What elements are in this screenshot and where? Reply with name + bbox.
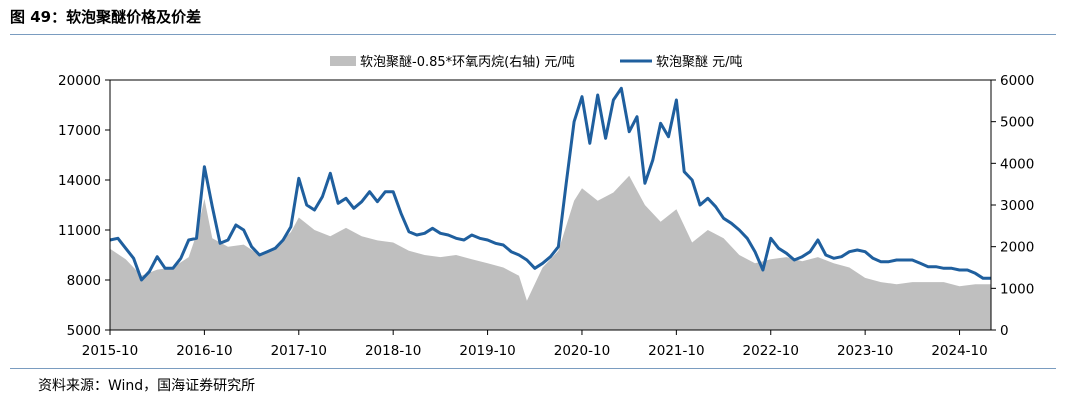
left-tick-label: 8000 xyxy=(67,273,101,289)
x-tick-label: 2023-10 xyxy=(837,343,893,359)
left-tick-label: 5000 xyxy=(67,323,101,339)
spread-area-layer xyxy=(110,175,991,330)
x-tick-label: 2018-10 xyxy=(365,343,421,359)
price-line-layer xyxy=(109,86,991,282)
right-tick-label: 4000 xyxy=(1000,156,1034,172)
x-tick-label: 2015-10 xyxy=(82,343,138,359)
x-tick-label: 2019-10 xyxy=(459,343,515,359)
figure-title: 图 49：软泡聚醚价格及价差 xyxy=(10,8,202,26)
right-tick-label: 6000 xyxy=(1000,73,1034,89)
right-axis: 0 1000 2000 3000 4000 5000 6000 xyxy=(991,73,1034,339)
x-axis: 2015-10 2016-10 2017-10 2018-10 2019-10 2020-… xyxy=(82,330,988,359)
left-axis: 5000 8000 11000 14000 17000 20000 xyxy=(58,73,110,339)
x-tick-label: 2020-10 xyxy=(554,343,610,359)
title-rule xyxy=(10,34,1056,35)
price-chart: 5000 8000 11000 14000 17000 20000 0 1000 2000 30… xyxy=(58,55,1034,359)
left-tick-label: 11000 xyxy=(58,223,101,239)
spread-area xyxy=(110,175,991,330)
x-tick-label: 2024-10 xyxy=(931,343,987,359)
right-tick-label: 1000 xyxy=(1000,281,1034,297)
right-tick-label: 2000 xyxy=(1000,240,1034,256)
source-note: 资料来源：Wind，国海证券研究所 xyxy=(38,378,256,394)
legend: 软泡聚醚-0.85*环氧丙烷(右轴) 元/吨 软泡聚醚 元/吨 xyxy=(330,55,743,70)
left-tick-label: 14000 xyxy=(58,173,101,189)
legend-label-price: 软泡聚醚 元/吨 xyxy=(656,55,743,70)
x-tick-label: 2016-10 xyxy=(176,343,232,359)
x-tick-label: 2022-10 xyxy=(743,343,799,359)
x-tick-label: 2017-10 xyxy=(271,343,327,359)
x-tick-label: 2021-10 xyxy=(648,343,704,359)
left-tick-label: 20000 xyxy=(58,73,101,89)
right-tick-label: 3000 xyxy=(1000,198,1034,214)
legend-label-spread: 软泡聚醚-0.85*环氧丙烷(右轴) 元/吨 xyxy=(360,55,575,70)
right-tick-label: 0 xyxy=(1000,323,1009,339)
source-rule xyxy=(10,368,1056,369)
right-tick-label: 5000 xyxy=(1000,115,1034,131)
price-line xyxy=(109,86,991,282)
left-tick-label: 17000 xyxy=(58,123,101,139)
legend-swatch-spread xyxy=(330,56,356,66)
